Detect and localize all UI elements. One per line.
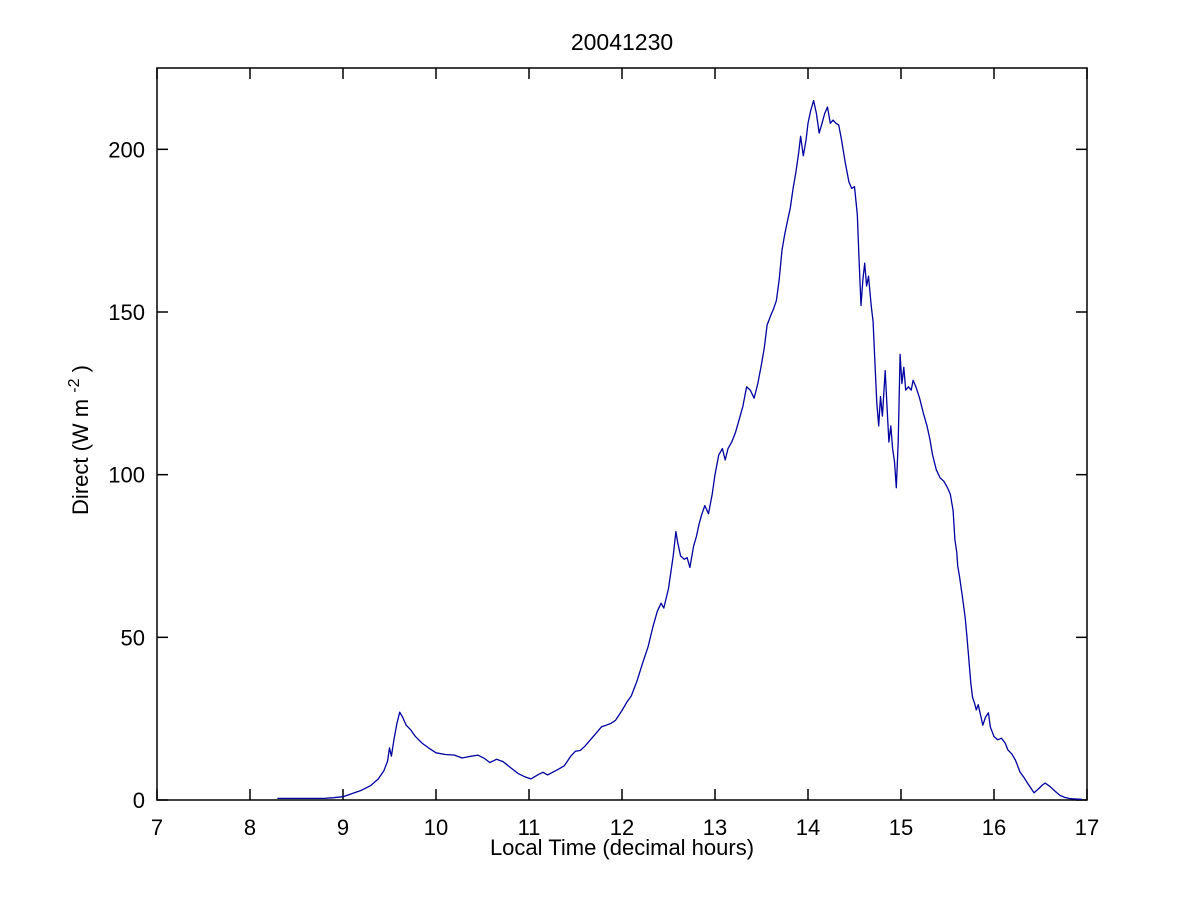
axes-box (156, 67, 1088, 801)
x-tick-label: 11 (518, 815, 541, 840)
x-tick-label: 15 (889, 815, 913, 840)
y-axis-label-superscript: -2 (66, 378, 83, 392)
y-tick-labels: 0 50 100 150 200 (108, 137, 145, 813)
y-tick-label: 0 (133, 788, 145, 813)
x-tick-label: 16 (982, 815, 1006, 840)
x-tick-label: 14 (796, 815, 820, 840)
plot-border (156, 67, 1088, 801)
x-tick-labels: 7 8 9 10 11 12 13 14 15 16 17 (151, 815, 1099, 840)
x-axis-label: Local Time (decimal hours) (490, 835, 754, 860)
x-tick-label: 8 (244, 815, 256, 840)
data-series-line (277, 99, 1083, 800)
y-axis-label-text: Direct (W m (68, 399, 93, 515)
y-tick-label: 200 (108, 137, 145, 162)
x-tick-label: 10 (424, 815, 448, 840)
y-tick-label: 50 (121, 625, 145, 650)
x-tick-label: 9 (337, 815, 349, 840)
y-axis-label: Direct (W m -2 ) (59, 365, 93, 515)
x-tick-label: 7 (151, 815, 163, 840)
axis-ticks (156, 68, 1088, 801)
x-tick-label: 12 (610, 815, 634, 840)
y-tick-label: 100 (108, 463, 145, 488)
y-tick-label: 150 (108, 300, 145, 325)
x-tick-label: 17 (1075, 815, 1099, 840)
chart-title: 20041230 (571, 29, 673, 55)
y-axis-label-close: ) (68, 365, 93, 372)
x-tick-label: 13 (703, 815, 727, 840)
